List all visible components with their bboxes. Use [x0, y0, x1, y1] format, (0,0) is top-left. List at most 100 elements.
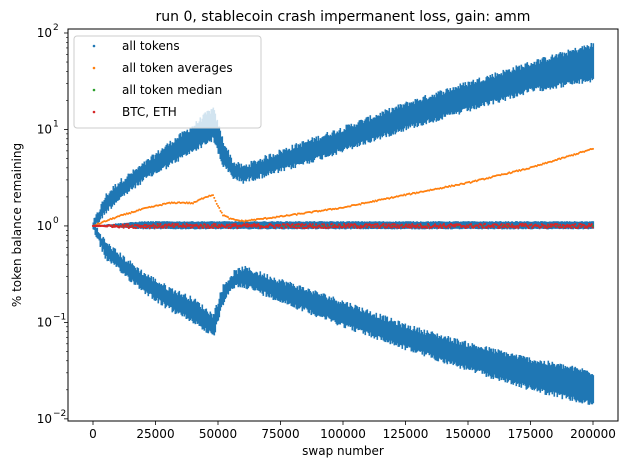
point [136, 169, 139, 186]
point [366, 116, 369, 141]
point [405, 101, 408, 131]
point [561, 368, 564, 400]
point [475, 346, 478, 372]
point [355, 224, 358, 227]
point [559, 363, 562, 395]
point [140, 269, 143, 291]
point [378, 115, 381, 137]
point [570, 226, 573, 230]
point [558, 226, 561, 229]
point [592, 221, 595, 229]
point [128, 263, 131, 281]
point [124, 179, 127, 193]
point [390, 112, 393, 136]
point [431, 331, 434, 358]
point [288, 148, 291, 168]
point [391, 107, 394, 134]
point [384, 315, 387, 343]
point [156, 153, 159, 173]
point [370, 225, 373, 229]
point [303, 226, 306, 230]
point [311, 294, 314, 313]
point [97, 232, 100, 239]
point [287, 149, 290, 168]
point [527, 362, 530, 388]
point [126, 262, 129, 276]
point [255, 271, 258, 289]
point [144, 226, 147, 229]
point [200, 224, 203, 227]
point [296, 226, 299, 229]
point [354, 304, 357, 333]
point [420, 330, 423, 352]
point [331, 221, 333, 229]
point [300, 146, 303, 164]
y-tick-exponent: 0 [53, 216, 59, 226]
point [356, 124, 359, 148]
point [347, 222, 350, 226]
point [551, 361, 554, 395]
point [318, 140, 321, 157]
point [94, 217, 97, 227]
point [224, 225, 228, 228]
point [211, 317, 214, 335]
point [449, 337, 452, 364]
point [550, 225, 553, 228]
point [358, 307, 361, 330]
point [143, 273, 146, 291]
point [256, 162, 259, 179]
point [220, 292, 223, 308]
point [459, 83, 462, 113]
point [154, 278, 157, 301]
point [345, 302, 348, 326]
point [592, 43, 595, 79]
point [472, 344, 475, 370]
point [433, 334, 436, 359]
point [117, 183, 120, 201]
point [226, 224, 229, 227]
legend-label: all token median [122, 83, 222, 97]
point [568, 51, 571, 83]
point [288, 284, 291, 304]
point [514, 70, 517, 94]
point [138, 166, 141, 182]
point [396, 108, 399, 130]
point [233, 224, 236, 227]
point [401, 107, 404, 130]
point [530, 362, 533, 389]
point [321, 136, 324, 160]
point [322, 293, 325, 316]
point [102, 201, 105, 213]
point [338, 303, 341, 325]
point [359, 311, 362, 330]
point [261, 221, 263, 230]
point [446, 338, 449, 365]
point [121, 223, 124, 226]
point [143, 223, 146, 227]
point [294, 223, 297, 226]
point [364, 223, 368, 226]
point [129, 212, 132, 215]
point [381, 111, 384, 138]
point [320, 293, 323, 317]
point [119, 252, 122, 272]
point [210, 224, 214, 227]
point [314, 290, 317, 316]
point [111, 190, 114, 207]
point [570, 366, 573, 397]
point [115, 252, 118, 267]
point [171, 288, 174, 313]
point [549, 365, 552, 393]
point [579, 222, 582, 226]
point [408, 102, 411, 126]
point [111, 250, 114, 262]
point [343, 222, 346, 226]
point [590, 374, 593, 405]
point [402, 324, 405, 345]
point [208, 315, 211, 331]
point [225, 147, 228, 169]
point [270, 278, 273, 298]
point [129, 173, 132, 188]
point [190, 224, 193, 227]
point [490, 77, 493, 101]
